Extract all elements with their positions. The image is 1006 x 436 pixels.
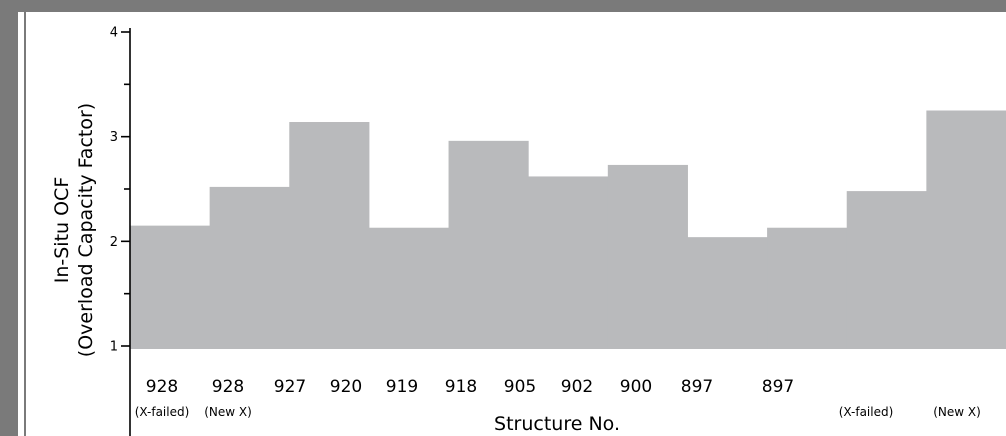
- x-tick-label: 918: [445, 377, 477, 397]
- y-axis: 1 2 3 4: [110, 26, 130, 436]
- x-tick-label: 928: [212, 377, 244, 397]
- x-tick-label: 920: [330, 377, 362, 397]
- y-axis-title-line2: (Overload Capacity Factor): [75, 103, 97, 357]
- chart-frame-inner-left: [24, 12, 26, 436]
- bar: [130, 226, 210, 349]
- x-tick-label: 905: [504, 377, 536, 397]
- bar: [289, 122, 369, 349]
- chart-frame-top: [0, 0, 1006, 12]
- x-tick-label: 919: [386, 377, 418, 397]
- bar: [369, 228, 449, 349]
- y-axis-title-line1: In-Situ OCF: [51, 177, 73, 284]
- x-tick-label: 902: [561, 377, 593, 397]
- bar: [210, 187, 290, 349]
- bar: [687, 237, 767, 349]
- bar-group: [130, 111, 1006, 350]
- y-tick-label: 1: [110, 340, 118, 355]
- bar: [847, 191, 927, 349]
- y-tick-label: 2: [110, 235, 118, 250]
- x-tick-label: 928: [146, 377, 178, 397]
- y-tick-label: 3: [110, 130, 118, 145]
- x-tick-label: 900: [620, 377, 652, 397]
- x-tick-note: (X-failed): [135, 405, 190, 419]
- x-tick-note: (X-failed): [839, 405, 894, 419]
- x-tick-note: (New X): [204, 405, 252, 419]
- bar: [528, 176, 608, 349]
- bar: [608, 165, 688, 349]
- x-axis-title: Structure No.: [494, 413, 620, 435]
- x-tick-note: (New X): [933, 405, 981, 419]
- y-tick-label: 4: [110, 26, 118, 41]
- bar: [767, 228, 847, 349]
- x-tick-label: 927: [274, 377, 306, 397]
- bar: [449, 141, 529, 349]
- x-tick-label: 897: [681, 377, 713, 397]
- bar: [926, 111, 1006, 350]
- x-tick-label: 897: [762, 377, 794, 397]
- chart-frame-left: [0, 0, 18, 436]
